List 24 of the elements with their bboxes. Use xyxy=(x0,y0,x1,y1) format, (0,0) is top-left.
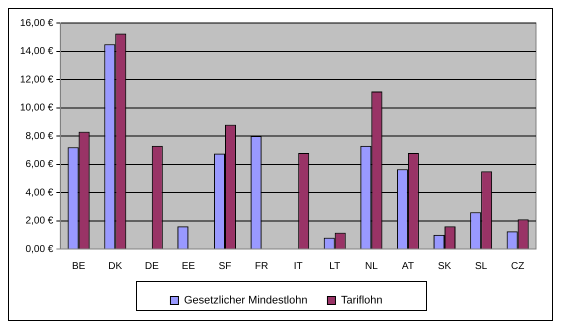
legend-label: Gesetzlicher Mindestlohn xyxy=(184,294,308,307)
y-tick-label: 4,00 € xyxy=(26,187,54,198)
y-tick-label: 8,00 € xyxy=(26,130,54,142)
y-tick-label: 6,00 € xyxy=(26,159,54,170)
x-tick-label: IT xyxy=(294,260,303,272)
x-tick-label: SK xyxy=(438,260,452,272)
x-tick-label: BE xyxy=(72,260,86,272)
y-tick-label: 12,00 € xyxy=(20,74,54,86)
y-tick-label: 16,00 € xyxy=(20,18,54,29)
x-tick-label: DE xyxy=(144,260,160,272)
legend-label: Tariflohn xyxy=(340,294,383,307)
x-tick-label: LT xyxy=(329,260,340,272)
x-tick-label: DK xyxy=(108,260,123,272)
y-tick-label: 0,00 € xyxy=(26,244,54,255)
x-tick-label: SL xyxy=(475,260,488,272)
x-tick-label: FR xyxy=(254,260,268,272)
x-tick-label: EE xyxy=(182,260,196,272)
x-tick-label: NL xyxy=(364,260,378,272)
y-tick-label: 2,00 € xyxy=(26,216,54,226)
x-tick-label: AT xyxy=(402,260,414,272)
y-tick-label: 10,00 € xyxy=(20,102,54,114)
x-tick-label: CZ xyxy=(511,260,524,272)
x-tick-label: SF xyxy=(218,260,232,272)
y-tick-label: 14,00 € xyxy=(20,46,54,57)
